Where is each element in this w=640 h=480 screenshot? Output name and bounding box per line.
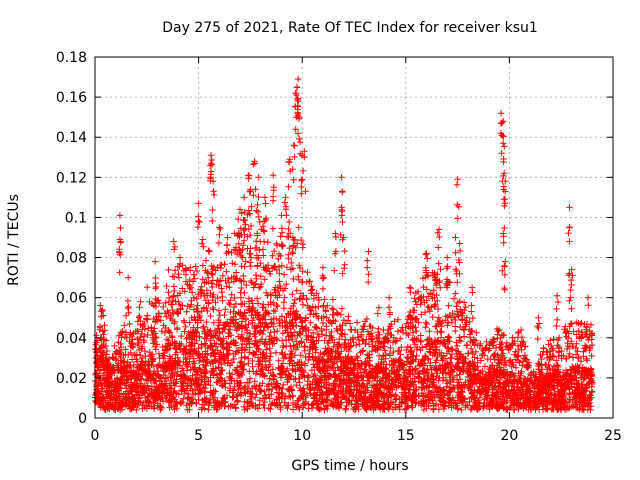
plot-frame [94, 56, 614, 419]
y-tick-label: 0 [78, 411, 87, 427]
y-tick-labels: 0 0.02 0.04 0.06 0.08 0.1 0.12 0.14 0.16 0.18 [56, 50, 87, 427]
x-tick-label: 20 [500, 428, 518, 444]
y-tick-label: 0.02 [56, 371, 87, 387]
y-tick-label: 0.18 [56, 50, 87, 66]
x-tick-label: 5 [194, 428, 203, 444]
x-axis-label: GPS time / hours [291, 458, 408, 474]
x-tick-labels: 0 5 10 15 20 25 [91, 428, 622, 444]
data-point-markers [91, 75, 596, 414]
y-tick-label: 0.12 [56, 170, 87, 186]
data-points [91, 75, 596, 414]
x-tick-label: 15 [397, 428, 415, 444]
x-tick-label: 25 [604, 428, 622, 444]
x-tick-label: 10 [293, 428, 311, 444]
y-axis-label: ROTI / TECUs [6, 194, 22, 286]
y-tick-label: 0.06 [56, 291, 87, 307]
y-tick-label: 0.04 [56, 331, 87, 347]
y-tick-label: 0.1 [65, 210, 87, 226]
y-tick-label: 0.16 [56, 90, 87, 106]
chart-title: Day 275 of 2021, Rate Of TEC Index for r… [162, 20, 538, 36]
y-tick-label: 0.08 [56, 251, 87, 267]
axis-ticks [94, 56, 614, 419]
y-tick-label: 0.14 [56, 130, 87, 146]
x-tick-label: 0 [91, 428, 100, 444]
grid-lines [95, 57, 613, 418]
